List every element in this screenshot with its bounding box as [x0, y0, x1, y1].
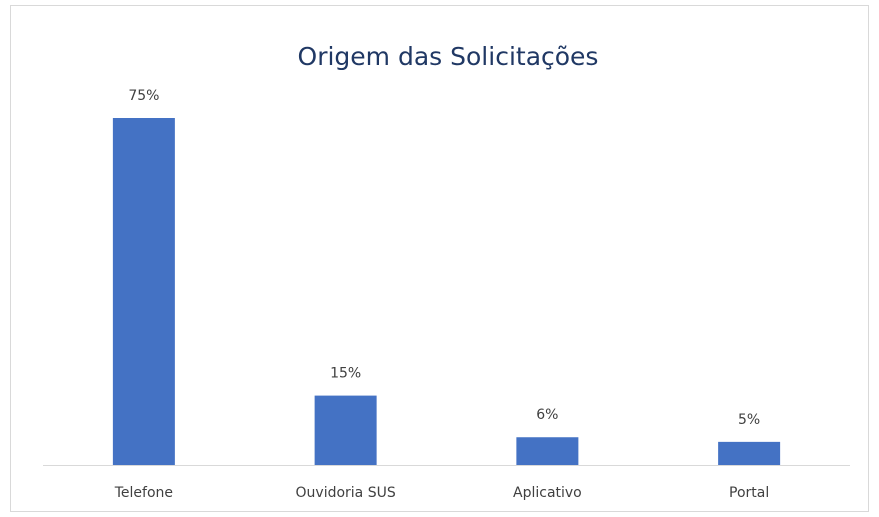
chart-title: Origem das Solicitações [298, 42, 599, 71]
bar [314, 395, 377, 465]
bar [112, 118, 175, 465]
data-label: 75% [128, 88, 159, 104]
x-tick-label: Aplicativo [513, 485, 582, 501]
data-label: 5% [738, 412, 760, 428]
bar [516, 437, 579, 465]
x-tick-label: Ouvidoria SUS [296, 485, 396, 501]
data-label: 15% [330, 366, 361, 382]
bar [718, 441, 781, 465]
data-label: 6% [536, 407, 558, 423]
x-tick-label: Telefone [114, 485, 173, 501]
x-tick-label: Portal [729, 485, 769, 501]
